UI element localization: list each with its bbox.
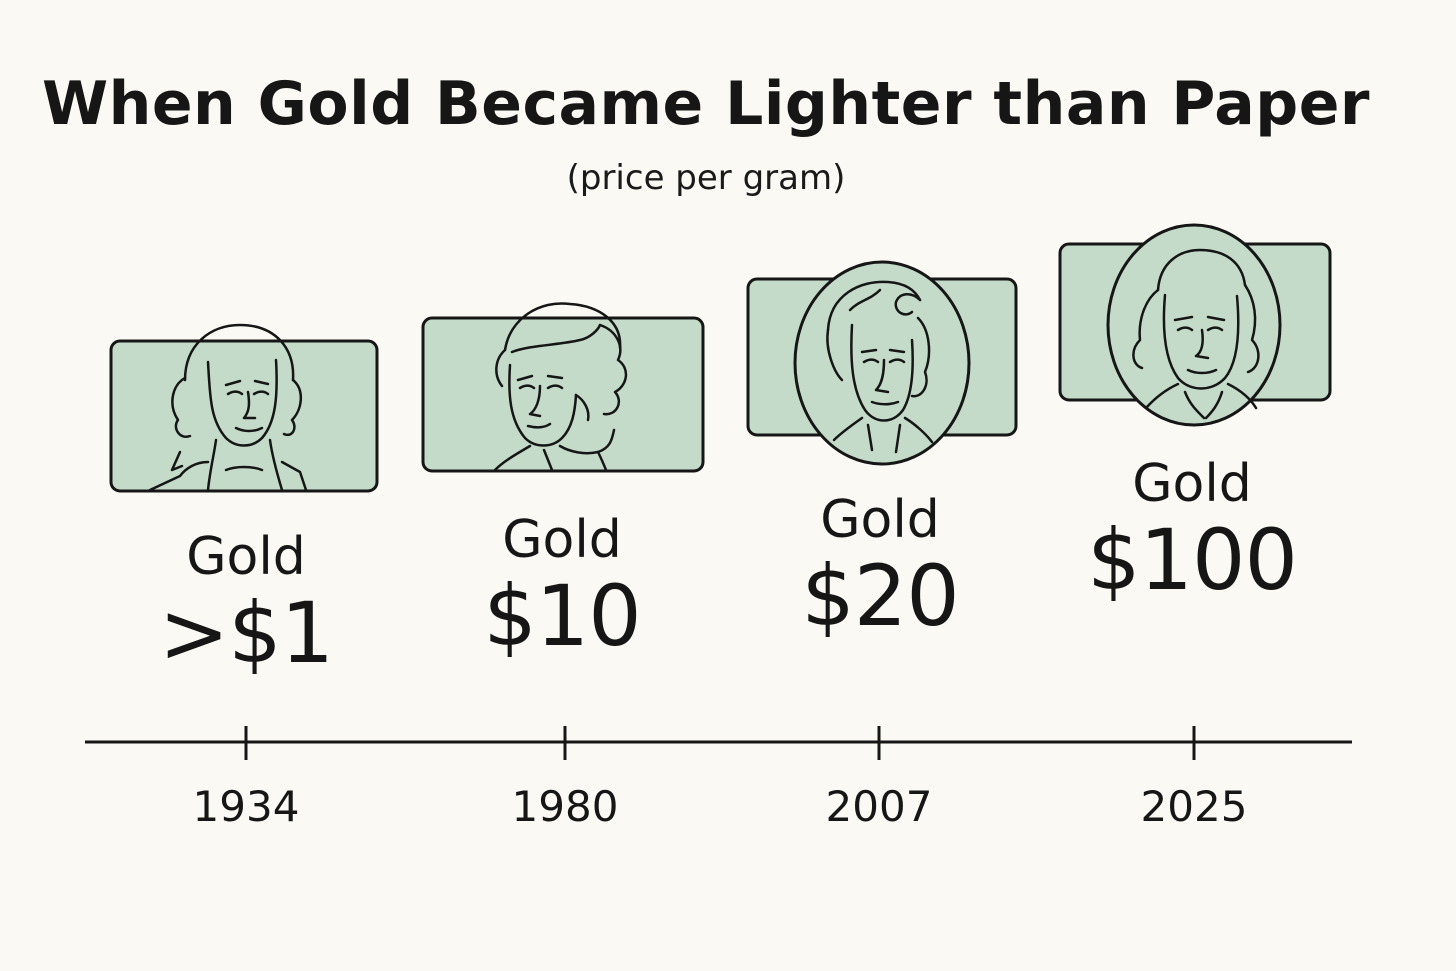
jackson-portrait-icon [826, 280, 934, 454]
year-label-1934: 1934 [192, 782, 300, 831]
price-value: >$1 [158, 584, 334, 682]
year-label-1980: 1980 [511, 782, 619, 831]
hamilton-portrait-icon [493, 302, 628, 472]
page-subtitle: (price per gram) [566, 158, 846, 198]
banknote-2025 [1058, 223, 1332, 427]
washington-portrait-icon [148, 323, 308, 492]
price-label-2025: Gold $100 [1042, 454, 1342, 606]
price-value: $20 [801, 547, 959, 645]
gold-label: Gold [1132, 454, 1252, 514]
year-label-2025: 2025 [1140, 782, 1248, 831]
page-title: When Gold Became Lighter than Paper [41, 69, 1371, 139]
year-label-2007: 2007 [825, 782, 933, 831]
price-label-1980: Gold $10 [412, 510, 712, 662]
franklin-portrait-icon [1132, 248, 1260, 420]
gold-label: Gold [186, 527, 306, 587]
banknote-1934 [109, 323, 379, 493]
price-value: $10 [483, 567, 641, 665]
price-value: $100 [1087, 511, 1298, 609]
banknote-1980 [421, 302, 705, 473]
gold-label: Gold [820, 490, 940, 550]
banknote-2007 [746, 260, 1018, 466]
price-label-1934: Gold >$1 [96, 527, 396, 679]
timeline-axis [85, 726, 1352, 760]
price-label-2007: Gold $20 [730, 490, 1030, 642]
gold-label: Gold [502, 510, 622, 570]
